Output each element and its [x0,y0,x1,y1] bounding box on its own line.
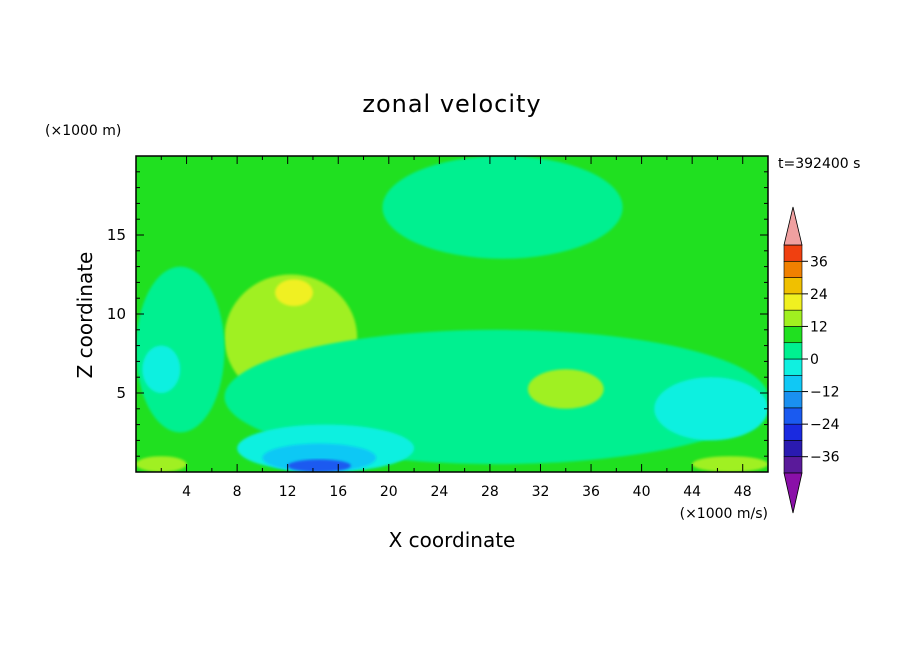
colorbar-segment [783,456,803,474]
contour-region [382,156,623,259]
y-tick-label: 5 [116,384,126,402]
colorbar-segment [783,407,803,425]
colorbar-label: 24 [810,287,828,303]
colorbar-under-triangle [783,472,803,514]
x-tick-label: 20 [380,484,398,500]
x-axis-label: X coordinate [389,528,516,552]
contour-region [136,266,225,433]
colorbar-over-triangle [783,206,803,246]
contour-fill [136,156,768,472]
y-axis-label: Z coordinate [73,252,97,379]
colorbar-label: 36 [810,254,828,270]
colorbar-segment [783,309,803,327]
colorbar-label: 0 [810,352,819,368]
x-tick-label: 8 [233,484,242,500]
contour-region [287,459,351,472]
y-unit-label: (×1000 m) [45,123,121,139]
colorbar-segment [783,244,803,262]
x-tick-label: 32 [532,484,550,500]
colorbar: 36 24 12 0 −12 −24 −36 [783,206,840,514]
x-tick-label: 24 [430,484,448,500]
y-tick-label: 10 [107,305,126,323]
colorbar-segment [783,326,803,344]
x-unit-label: (×1000 m/s) [680,506,768,522]
x-tick-label: 36 [582,484,600,500]
colorbar-label: −12 [810,385,840,401]
x-tick-label: 16 [329,484,347,500]
x-tick-label: 12 [279,484,297,500]
y-tick-label: 15 [107,226,126,244]
chart-title: zonal velocity [362,90,541,118]
x-tick-label: 40 [633,484,651,500]
contour-region [136,456,187,472]
y-axis-ticks: 5 10 15 [107,171,768,457]
contour-region [142,345,181,393]
x-tick-label: 44 [683,484,701,500]
contour-region [692,456,768,472]
colorbar-segment [783,358,803,376]
colorbar-segment [783,260,803,278]
contour-region [654,377,768,441]
colorbar-label: 12 [810,319,828,335]
time-label: t=392400 s [778,156,860,172]
colorbar-segment [783,374,803,392]
x-tick-label: 4 [182,484,191,500]
colorbar-segment [783,423,803,441]
contour-region [527,369,604,409]
colorbar-segment [783,293,803,311]
x-axis-ticks: 4 8 12 16 20 24 28 32 36 40 44 48 [160,156,752,500]
colorbar-segment [783,277,803,295]
colorbar-label: −36 [810,450,840,466]
contour-region [275,279,313,307]
colorbar-segment [783,342,803,360]
colorbar-label: −24 [810,417,840,433]
x-tick-label: 48 [734,484,752,500]
colorbar-segment [783,391,803,409]
x-tick-label: 28 [481,484,499,500]
colorbar-segment [783,440,803,458]
